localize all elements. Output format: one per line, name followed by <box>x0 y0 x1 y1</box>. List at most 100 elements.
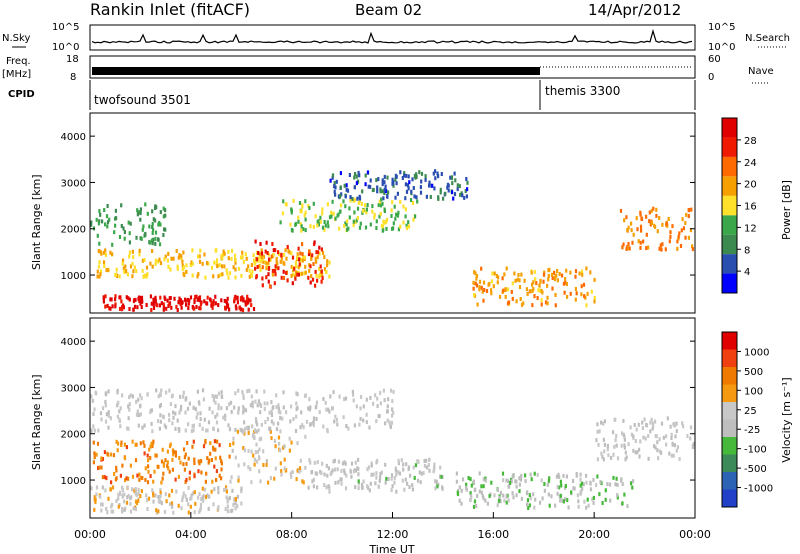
echo-cell <box>286 245 289 249</box>
echo-cell <box>240 501 243 506</box>
echo-cell <box>153 469 156 474</box>
echo-cell <box>270 413 274 418</box>
echo-cell <box>354 485 357 490</box>
echo-cell <box>616 456 620 461</box>
echo-cell <box>285 202 288 207</box>
echo-cell <box>212 274 215 279</box>
echo-cell <box>596 457 599 462</box>
echo-cell <box>312 262 315 266</box>
echo-cell <box>502 288 505 293</box>
echo-cell <box>596 422 599 427</box>
echo-cell <box>337 194 340 199</box>
echo-cell <box>165 499 168 504</box>
echo-cell <box>174 450 177 455</box>
echo-cell <box>275 405 278 410</box>
echo-cell <box>450 176 454 181</box>
echo-cell <box>162 206 165 211</box>
echo-cell <box>606 482 609 487</box>
echo-cell <box>564 497 567 502</box>
echo-cell <box>102 260 106 265</box>
echo-cell <box>320 269 323 274</box>
echo-cell <box>601 501 604 505</box>
echo-cell <box>192 405 195 410</box>
echo-cell <box>684 235 687 240</box>
echo-cell <box>584 295 587 300</box>
echo-cell <box>321 276 324 281</box>
echo-cell <box>126 426 129 431</box>
echo-cell <box>331 468 334 473</box>
echo-cell <box>270 419 273 424</box>
cpid-mode-1: twofsound 3501 <box>94 93 191 107</box>
echo-cell <box>315 274 318 278</box>
echo-cell <box>238 305 241 310</box>
echo-cell <box>634 450 637 455</box>
echo-cell <box>92 440 95 445</box>
echo-cell <box>237 388 240 393</box>
echo-cell <box>135 493 138 497</box>
echo-cell <box>679 244 683 248</box>
echo-cell <box>227 256 230 261</box>
echo-cell <box>127 493 130 498</box>
echo-cell <box>140 295 144 300</box>
echo-cell <box>249 403 252 408</box>
echo-cell <box>170 305 173 310</box>
echo-cell <box>459 192 462 197</box>
echo-cell <box>164 254 167 259</box>
echo-cell <box>241 295 244 300</box>
echo-cell <box>399 170 402 175</box>
echo-cell <box>141 299 144 304</box>
echo-cell <box>623 437 626 442</box>
echo-cell <box>504 294 507 299</box>
echo-cell <box>245 298 249 303</box>
echo-cell <box>353 185 356 190</box>
echo-cell <box>139 301 142 306</box>
echo-cell <box>502 478 505 483</box>
echo-cell <box>328 260 331 265</box>
echo-cell <box>622 242 625 247</box>
echo-cell <box>491 271 494 276</box>
echo-cell <box>547 273 550 278</box>
echo-cell <box>323 267 327 272</box>
echo-cell <box>390 208 393 213</box>
echo-cell <box>181 495 184 500</box>
echo-cell <box>148 447 151 452</box>
echo-cell <box>327 407 330 412</box>
echo-cell <box>358 422 361 427</box>
echo-cell <box>224 417 227 421</box>
echo-cell <box>166 463 169 468</box>
echo-cell <box>397 470 400 475</box>
echo-cell <box>603 442 606 447</box>
echo-cell <box>273 281 276 286</box>
echo-cell <box>349 469 352 474</box>
echo-cell <box>530 270 533 275</box>
echo-cell <box>229 400 233 405</box>
echo-cell <box>569 291 572 296</box>
echo-cell <box>99 269 102 274</box>
cpid-panel: CPID twofsound 3501 themis 3300 <box>8 80 696 110</box>
x-tick-label: 00:00 <box>74 528 106 541</box>
echo-cell <box>208 494 211 499</box>
echo-cell <box>345 424 348 428</box>
echo-cell <box>142 440 145 445</box>
echo-cell <box>176 266 179 271</box>
echo-cell <box>197 469 200 474</box>
echo-cell <box>288 436 291 441</box>
echo-cell <box>150 308 153 312</box>
echo-cell <box>592 500 595 505</box>
echo-cell <box>133 298 136 302</box>
echo-cell <box>691 244 694 249</box>
echo-cell <box>308 249 311 254</box>
echo-cell <box>253 457 256 462</box>
echo-cell <box>107 425 110 430</box>
echo-cell <box>321 272 324 277</box>
echo-cell <box>139 207 142 212</box>
echo-cell <box>411 201 415 205</box>
echo-cell <box>302 480 305 485</box>
colorbar-tick-label: -1000 <box>744 484 773 495</box>
echo-cell <box>199 306 202 311</box>
echo-cell <box>206 428 209 433</box>
echo-cell <box>416 459 419 464</box>
echo-cell <box>197 296 200 301</box>
echo-cell <box>150 301 153 306</box>
